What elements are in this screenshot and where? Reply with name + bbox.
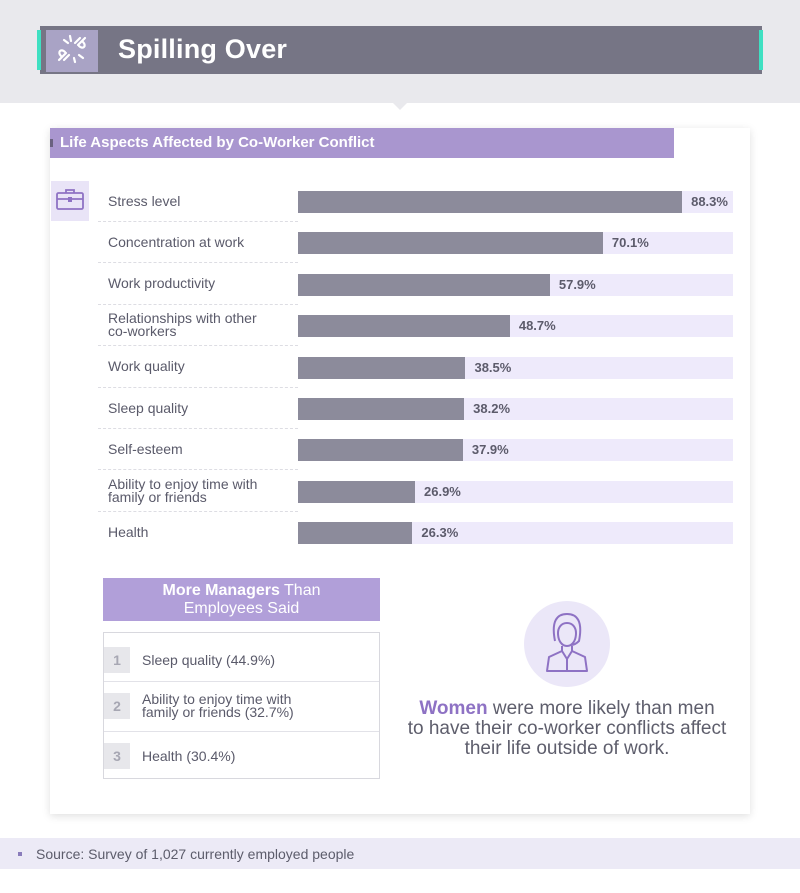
source-bullet bbox=[18, 851, 22, 856]
category-row: Work quality bbox=[98, 347, 298, 388]
category-row: Health bbox=[98, 512, 298, 553]
women-highlight: Women bbox=[419, 698, 488, 719]
source-text: Source: Survey of 1,027 currently employ… bbox=[36, 845, 355, 862]
list-divider bbox=[104, 681, 379, 682]
category-label: Sleep quality bbox=[108, 399, 189, 416]
list-item-line: Ability to enjoy time with bbox=[142, 691, 292, 707]
bar bbox=[298, 273, 550, 296]
chart-title-marker bbox=[50, 139, 53, 147]
header-pointer bbox=[392, 102, 408, 110]
category-label: Relationships with other co-workers bbox=[108, 310, 257, 340]
bar-value-label: 48.7% bbox=[518, 318, 556, 334]
list-item-line: Health (30.4%) bbox=[142, 747, 236, 764]
list-divider bbox=[104, 731, 379, 732]
category-label-line: family or friends bbox=[108, 488, 207, 505]
category-label-line: Work productivity bbox=[108, 275, 216, 292]
list-item: 1 Sleep quality (44.9%) bbox=[104, 647, 379, 673]
managers-heading-bold: More Managers bbox=[162, 582, 280, 599]
woman-icon-circle bbox=[524, 601, 610, 687]
category-label-line: Ability to enjoy time with bbox=[108, 475, 258, 492]
chart-title: Life Aspects Affected by Co-Worker Confl… bbox=[60, 134, 375, 151]
bar bbox=[298, 232, 603, 255]
bar-value-label: 26.9% bbox=[424, 483, 461, 499]
list-item-line: Sleep quality (44.9%) bbox=[142, 651, 276, 668]
category-label-line: Concentration at work bbox=[108, 233, 245, 250]
bar-value-label: 37.9% bbox=[471, 442, 509, 458]
page-title: Spilling Over bbox=[118, 34, 288, 64]
category-label: Work quality bbox=[108, 358, 185, 375]
bar bbox=[298, 398, 465, 420]
category-label-line: Stress level bbox=[108, 192, 181, 209]
category-label-line: Health bbox=[108, 524, 149, 541]
list-item-text: Health (30.4%) bbox=[142, 747, 236, 764]
bar-value-label: 38.5% bbox=[474, 359, 512, 375]
category-row: Sleep quality bbox=[98, 388, 298, 429]
broken-chain-icon bbox=[53, 32, 91, 71]
category-label: Concentration at work bbox=[108, 233, 245, 250]
category-row: Concentration at work bbox=[98, 222, 298, 264]
women-note-line2: to have their co-worker conflicts affect bbox=[407, 718, 727, 739]
title-bar bbox=[40, 26, 762, 74]
list-item-number: 1 bbox=[104, 647, 130, 673]
list-item-text: Ability to enjoy time with family or fri… bbox=[142, 691, 294, 720]
source-bar: Source: Survey of 1,027 currently employ… bbox=[0, 838, 800, 869]
title-accent-right bbox=[759, 30, 763, 70]
category-row: Self-esteem bbox=[98, 429, 298, 471]
category-label: Ability to enjoy time with family or frie… bbox=[108, 475, 258, 505]
managers-list: 1 Sleep quality (44.9%) 2 Ability to enj… bbox=[103, 632, 380, 779]
bar bbox=[298, 315, 510, 338]
category-row: Work productivity bbox=[98, 264, 298, 305]
category-label: Work productivity bbox=[108, 275, 216, 292]
bar bbox=[298, 480, 415, 503]
category-label: Health bbox=[108, 524, 149, 541]
women-note-line3: their life outside of work. bbox=[464, 738, 670, 759]
list-item-text: Sleep quality (44.9%) bbox=[142, 651, 276, 668]
category-label: Stress level bbox=[108, 192, 181, 209]
bar bbox=[298, 522, 413, 545]
bar-value-label: 88.3% bbox=[691, 194, 728, 209]
title-icon-box bbox=[46, 30, 98, 72]
briefcase-icon bbox=[55, 187, 85, 216]
category-label: Self-esteem bbox=[108, 440, 183, 457]
briefcase-icon-box bbox=[51, 181, 89, 221]
managers-heading-rest: Than bbox=[279, 582, 321, 599]
list-item-line: family or friends (32.7%) bbox=[142, 704, 294, 720]
bar-value-label: 38.2% bbox=[473, 401, 511, 416]
category-row: Ability to enjoy time with family or frie… bbox=[98, 471, 298, 512]
category-row: Relationships with other co-workers bbox=[98, 305, 298, 347]
women-note-line1: were more likely than men bbox=[487, 698, 715, 719]
bar-value-label: 26.3% bbox=[421, 525, 459, 541]
list-item: 3 Health (30.4%) bbox=[104, 743, 379, 769]
category-label-line: Relationships with other bbox=[108, 310, 257, 327]
list-item: 2 Ability to enjoy time with family or f… bbox=[104, 691, 379, 720]
list-item-number: 2 bbox=[104, 693, 130, 719]
woman-avatar-icon bbox=[541, 611, 593, 678]
bar bbox=[298, 356, 466, 379]
category-label-line: Sleep quality bbox=[108, 399, 189, 416]
category-row: Stress level bbox=[98, 181, 298, 222]
managers-heading: More Managers Than Employees Said bbox=[103, 578, 380, 621]
chart-title-bar bbox=[50, 128, 674, 158]
category-label-line: Work quality bbox=[108, 358, 185, 375]
category-label-line: Self-esteem bbox=[108, 440, 183, 457]
bar bbox=[298, 191, 683, 213]
women-note: Women were more likely than men to have … bbox=[390, 699, 744, 759]
bar-value-label: 57.9% bbox=[558, 276, 596, 292]
list-item-number: 3 bbox=[104, 743, 130, 769]
managers-heading-line2: Employees Said bbox=[183, 600, 300, 617]
category-label-line: co-workers bbox=[108, 323, 177, 340]
bar bbox=[298, 439, 463, 462]
title-accent-left bbox=[37, 30, 41, 70]
bar-value-label: 70.1% bbox=[611, 235, 649, 251]
